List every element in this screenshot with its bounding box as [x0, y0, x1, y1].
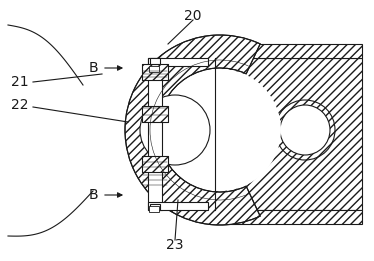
Bar: [150, 204, 160, 210]
Bar: [149, 66, 159, 72]
Bar: [142, 106, 168, 122]
Bar: [142, 64, 168, 80]
Bar: [142, 156, 168, 172]
Text: 20: 20: [184, 9, 202, 23]
Bar: [218, 210, 362, 224]
Circle shape: [140, 95, 210, 165]
Bar: [142, 156, 168, 172]
Wedge shape: [125, 35, 260, 225]
Bar: [148, 202, 208, 210]
Circle shape: [280, 105, 330, 155]
Bar: [215, 58, 362, 210]
Text: 23: 23: [166, 238, 184, 252]
Bar: [142, 106, 168, 122]
Text: 21: 21: [11, 75, 29, 89]
Bar: [148, 58, 162, 210]
Bar: [142, 64, 168, 80]
Bar: [149, 206, 159, 212]
Bar: [218, 44, 362, 58]
Text: B: B: [88, 188, 98, 202]
Circle shape: [159, 69, 281, 191]
Bar: [150, 58, 160, 64]
Text: B: B: [88, 61, 98, 75]
Bar: [148, 58, 208, 66]
Text: 22: 22: [11, 98, 29, 112]
